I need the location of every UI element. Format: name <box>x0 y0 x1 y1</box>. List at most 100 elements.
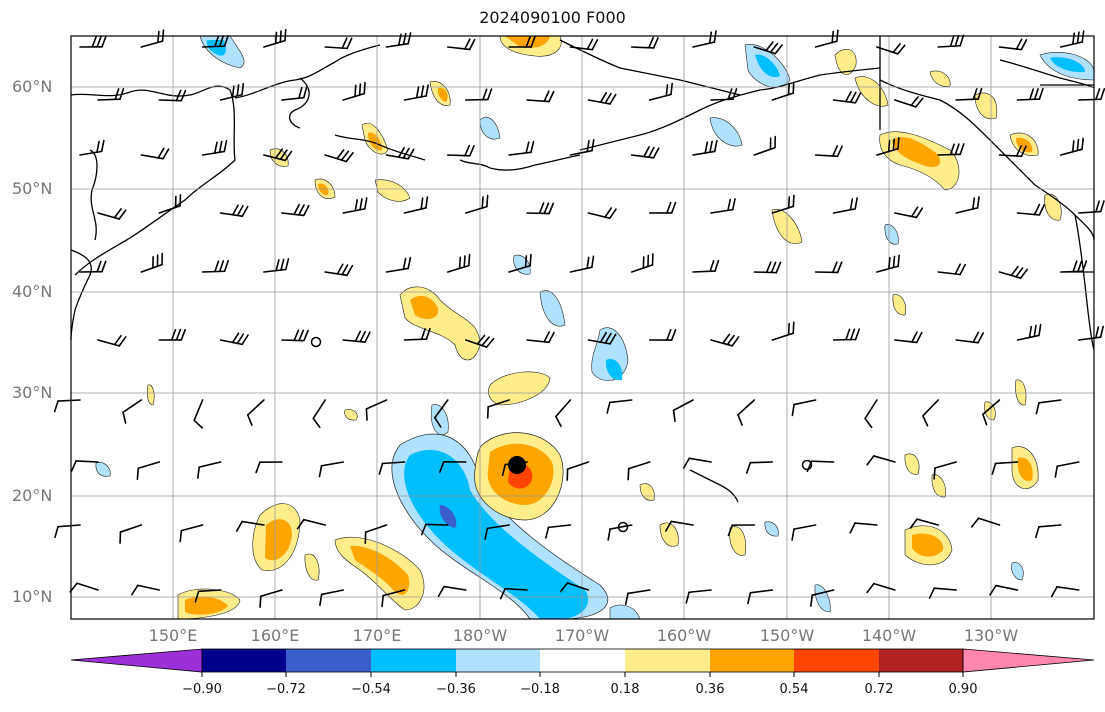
wind-barb-flag <box>119 87 125 100</box>
wind-barb-flag <box>1038 204 1045 216</box>
wind-barb-flag <box>420 328 426 341</box>
wind-barb-flag <box>464 144 471 157</box>
wind-barb <box>320 461 345 467</box>
calm-wind-circle <box>310 336 322 348</box>
wind-barb <box>342 208 366 214</box>
wind-barb <box>425 523 449 526</box>
wind-barb-flag <box>476 334 486 345</box>
wind-barb-flag <box>101 35 107 48</box>
wind-barb-flag <box>54 525 59 539</box>
wind-barb <box>1060 270 1084 273</box>
wind-barb-flag <box>296 518 305 530</box>
wind-barb-flag <box>892 43 901 54</box>
wind-barb <box>749 589 774 594</box>
wind-barb <box>937 271 961 276</box>
wind-barb-flag <box>836 261 843 274</box>
wind-barb-flag <box>866 455 875 466</box>
wind-barb <box>955 339 979 344</box>
wind-barb-flag <box>866 582 875 594</box>
colorbar-segment <box>625 649 710 672</box>
wind-barb-flag <box>685 591 690 604</box>
wind-barb-flag <box>548 202 555 215</box>
wind-barb-flag <box>298 329 305 342</box>
wind-barb-flag <box>1099 88 1105 101</box>
wind-barb <box>137 461 161 470</box>
wind-barb <box>894 212 918 219</box>
wind-barb-flag <box>991 462 997 475</box>
wind-barb-flag <box>775 261 782 274</box>
wind-barb <box>180 524 204 532</box>
wind-barb-flag <box>989 584 997 596</box>
colorbar-extend-low <box>70 648 203 673</box>
wind-barb <box>737 399 756 416</box>
wind-barb-flag <box>53 400 59 413</box>
wind-barb <box>263 39 286 48</box>
storm-center-marker <box>508 456 526 474</box>
wind-barb-flag <box>915 207 924 219</box>
wind-barb <box>937 44 961 48</box>
lon-label: 160°E <box>250 626 300 645</box>
wind-barb <box>609 399 633 404</box>
wind-barb-flag <box>235 520 243 532</box>
wind-barb-flag <box>1035 402 1040 415</box>
wind-barb-flag <box>402 147 410 159</box>
wind-barb <box>446 264 470 273</box>
colorbar-segment <box>286 649 371 672</box>
wind-barb-flag <box>745 461 752 474</box>
wind-barb <box>403 207 427 214</box>
wind-barb <box>587 99 611 105</box>
wind-barb-flag <box>298 86 303 100</box>
calm-wind-circle <box>617 521 629 533</box>
wind-barb-flag <box>354 330 362 342</box>
wind-barb <box>894 339 918 344</box>
wind-barb-flag <box>559 582 569 593</box>
colorbar-tick-label: −0.90 <box>182 682 222 697</box>
wind-barb-flag <box>180 89 187 102</box>
wind-barb-flag <box>346 264 354 277</box>
wind-barb-flag <box>949 143 955 156</box>
lon-label: 160°W <box>656 626 712 645</box>
wind-barb-flag <box>439 461 445 473</box>
wind-barb-flag <box>118 209 127 220</box>
wind-barb <box>916 518 940 526</box>
wind-barb-flag <box>175 328 182 341</box>
wind-barb-flag <box>709 140 713 154</box>
wind-barb <box>526 99 550 103</box>
wind-barb-flag <box>336 263 344 275</box>
wind-barb-flag <box>1050 586 1058 598</box>
wind-barb <box>75 460 99 463</box>
wind-barb-flag <box>407 148 415 160</box>
wind-barb <box>753 146 776 156</box>
wind-barb-flag <box>136 467 140 481</box>
wind-barb-flag <box>892 138 895 151</box>
wind-barb <box>627 461 651 470</box>
wind-barb <box>609 524 633 530</box>
wind-barb-flag <box>437 585 445 597</box>
wind-barb-flag <box>959 143 965 156</box>
wind-barb <box>97 339 121 347</box>
wind-barb <box>119 524 143 533</box>
wind-barb-flag <box>241 334 249 346</box>
wind-barb-flag <box>831 261 838 274</box>
wind-barb-flag <box>246 414 253 426</box>
wind-barb <box>263 268 287 273</box>
colorbar-tick-label: 0.18 <box>610 682 640 697</box>
wind-barb-flag <box>1076 31 1080 44</box>
wind-barb-flag <box>1099 325 1104 338</box>
wind-barb-flag <box>1020 39 1028 51</box>
wind-barb <box>555 399 572 418</box>
wind-barb <box>587 339 611 345</box>
colorbar-tick-label: 0.54 <box>779 682 809 697</box>
wind-barb <box>566 582 590 591</box>
wind-barb-flag <box>213 141 218 154</box>
wind-barb <box>526 212 550 215</box>
wind-barb-flag <box>972 197 976 210</box>
wind-barb-flag <box>810 594 814 607</box>
wind-barb-flag <box>179 529 183 543</box>
wind-barb-flag <box>604 207 613 218</box>
wind-barb-flag <box>363 81 366 95</box>
wind-barb-flag <box>643 146 650 158</box>
wind-barb-flag <box>481 196 484 209</box>
wind-barb-flag <box>463 255 466 268</box>
wind-barb <box>433 399 449 419</box>
